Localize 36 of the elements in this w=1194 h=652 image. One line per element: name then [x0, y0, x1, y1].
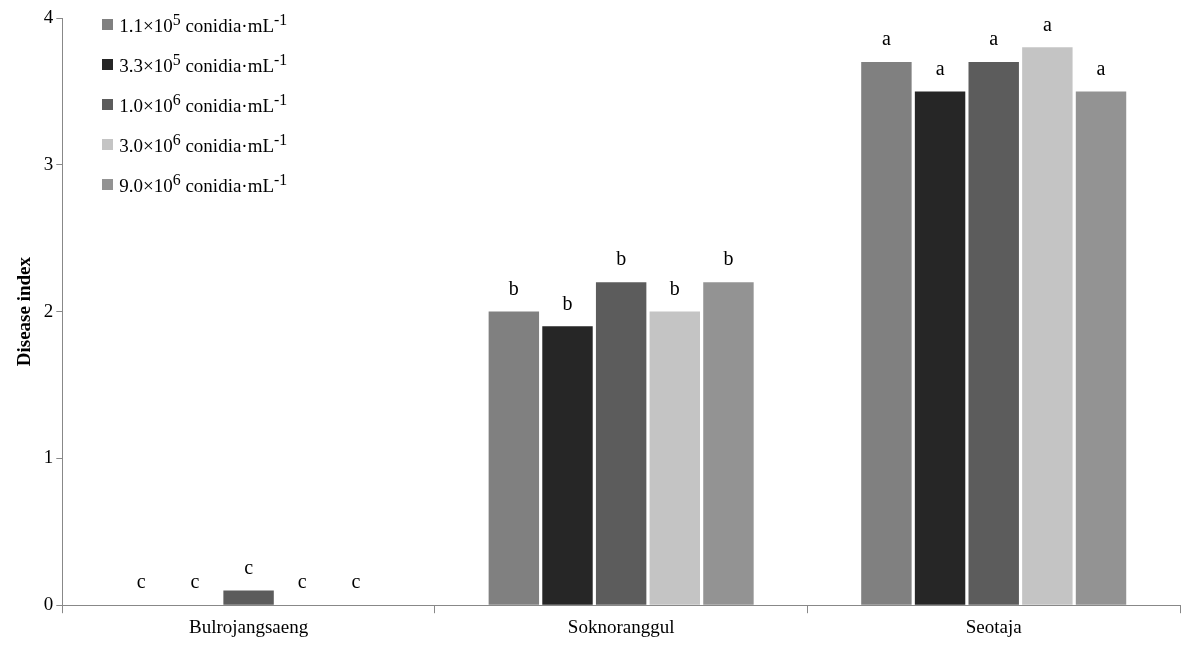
- annotation: c: [244, 555, 254, 578]
- y-tick-label: 3: [43, 152, 54, 174]
- x-tick-label: Bulrojangsaeng: [188, 615, 309, 637]
- annotation: b: [723, 247, 734, 270]
- y-tick-label: 0: [43, 593, 54, 615]
- bar: [595, 282, 647, 605]
- annotation: b: [508, 276, 519, 299]
- annotation: c: [351, 570, 361, 593]
- annotation: a: [1096, 56, 1106, 79]
- bar: [649, 311, 701, 605]
- annotation: c: [190, 570, 200, 593]
- annotation: b: [616, 247, 627, 270]
- legend-label: 3.3×10$^{5}$ conidia·mL$^{-1}$: [119, 50, 288, 78]
- y-tick-label: 4: [43, 5, 54, 27]
- bar: [1022, 47, 1073, 605]
- bar: [968, 62, 1019, 605]
- annotation: c: [297, 570, 307, 593]
- annotation: a: [881, 27, 891, 50]
- annotation: c: [136, 570, 146, 593]
- annotation: a: [935, 56, 945, 79]
- legend-label: 3.0×10$^{6}$ conidia·mL$^{-1}$: [119, 130, 288, 158]
- bar: [914, 91, 966, 605]
- x-tick-label: Seotaja: [965, 615, 1023, 637]
- legend-label: 9.0×10$^{6}$ conidia·mL$^{-1}$: [119, 170, 288, 198]
- y-tick-label: 1: [43, 446, 54, 468]
- y-axis-title: Disease index: [13, 256, 35, 367]
- bar: [542, 326, 593, 605]
- legend-label: 1.0×10$^{6}$ conidia·mL$^{-1}$: [119, 90, 288, 118]
- annotation: b: [562, 291, 573, 314]
- annotation: a: [1042, 12, 1052, 35]
- x-tick-label: Soknoranggul: [567, 615, 675, 637]
- annotation: a: [989, 27, 999, 50]
- annotation: b: [669, 276, 680, 299]
- y-tick-label: 2: [43, 299, 54, 321]
- bar: [223, 590, 274, 605]
- legend-label: 1.1×10$^{5}$ conidia·mL$^{-1}$: [119, 10, 288, 38]
